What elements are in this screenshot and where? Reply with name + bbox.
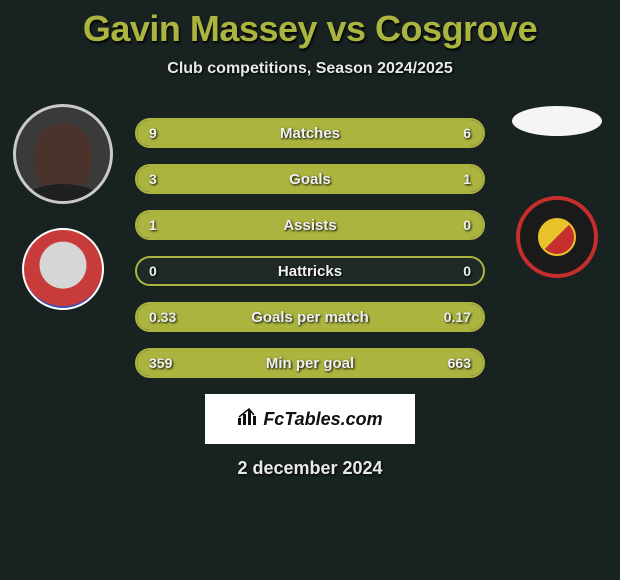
stat-bar: 359663Min per goal — [135, 348, 485, 378]
stat-bar: 96Matches — [135, 118, 485, 148]
stat-label: Goals — [137, 166, 483, 193]
left-player-column — [8, 104, 118, 310]
chart-icon — [237, 408, 259, 431]
brand-badge: FcTables.com — [205, 394, 415, 444]
stat-bar: 0.330.17Goals per match — [135, 302, 485, 332]
stat-label: Matches — [137, 120, 483, 147]
stat-bar: 10Assists — [135, 210, 485, 240]
right-player-column — [502, 104, 612, 278]
brand-label: FcTables.com — [263, 409, 382, 430]
stat-bar: 31Goals — [135, 164, 485, 194]
right-club-crest-icon — [516, 196, 598, 278]
right-player-avatar — [512, 106, 602, 136]
stat-label: Goals per match — [137, 304, 483, 331]
stat-label: Assists — [137, 212, 483, 239]
stat-bars: 96Matches 31Goals 10Assists 00Hattricks 0.33… — [135, 118, 485, 378]
left-player-avatar — [13, 104, 113, 204]
stat-label: Hattricks — [137, 258, 483, 285]
left-club-crest-icon — [22, 228, 104, 310]
page-title: Gavin Massey vs Cosgrove — [0, 0, 620, 50]
date-label: 2 december 2024 — [0, 458, 620, 479]
person-icon — [34, 124, 92, 196]
stat-label: Min per goal — [137, 350, 483, 377]
page-subtitle: Club competitions, Season 2024/2025 — [0, 60, 620, 78]
comparison-panel: 96Matches 31Goals 10Assists 00Hattricks 0.33… — [0, 118, 620, 479]
stat-bar: 00Hattricks — [135, 256, 485, 286]
